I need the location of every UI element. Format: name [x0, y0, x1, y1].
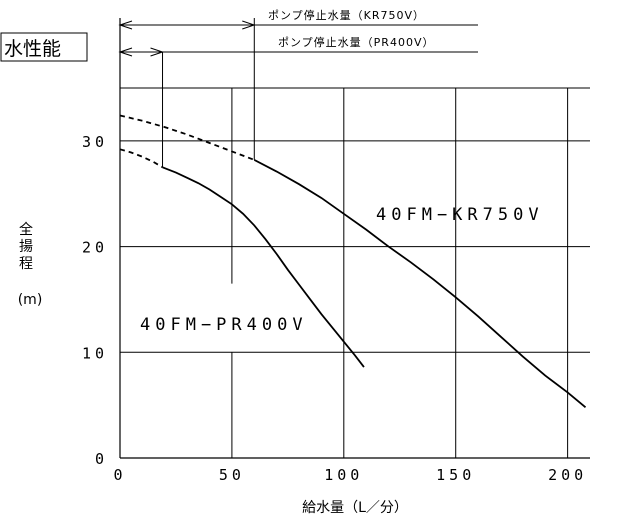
y-axis-title-char: 揚: [19, 238, 33, 255]
annotation-arrowhead-right: [242, 20, 256, 30]
x-tick-label: 0: [113, 466, 126, 484]
y-tick-label: 30: [82, 133, 108, 151]
tick-layer: 0 50 100 150 200 0 10 20 30: [82, 133, 587, 484]
annotation-arrowhead-left: [118, 20, 133, 30]
x-tick-label: 50: [219, 466, 245, 484]
x-tick-label: 200: [548, 466, 587, 484]
y-axis-title-char: 全: [19, 221, 33, 238]
series-0-label: 40FM−KR750V: [376, 205, 544, 225]
x-axis-title: 給水量（L／分）: [302, 500, 408, 516]
x-tick-label: 100: [324, 466, 363, 484]
chart-title-box: [0, 32, 88, 62]
annotation-arrowhead-left: [118, 47, 133, 57]
y-axis-title-char: 程: [19, 256, 33, 272]
annotation-arrowhead-right: [150, 47, 165, 57]
y-tick-label: 0: [95, 450, 108, 468]
series-1-line: [162, 166, 365, 368]
series-0-line: [253, 159, 587, 408]
series-label-layer: 40FM−KR750V 40FM−PR400V: [140, 205, 544, 335]
curve-layer: [119, 114, 587, 408]
y-tick-label: 20: [82, 239, 108, 257]
x-tick-label: 150: [436, 466, 475, 484]
grid-layer: [119, 18, 590, 459]
annotation-layer: ポンプ停止水量（KR750V） ポンプ停止水量（PR400V）: [118, 8, 478, 57]
series-1-dashed-line: [119, 148, 163, 169]
y-axis-unit: (m): [18, 292, 43, 308]
chart-title: 水性能: [4, 38, 61, 60]
series-0-dashed-line: [119, 114, 255, 161]
series-1-label: 40FM−PR400V: [140, 315, 308, 335]
annotation-label: ポンプ停止水量（KR750V）: [268, 8, 425, 22]
y-tick-label: 10: [82, 344, 108, 362]
annotation-label: ポンプ停止水量（PR400V）: [278, 35, 434, 49]
